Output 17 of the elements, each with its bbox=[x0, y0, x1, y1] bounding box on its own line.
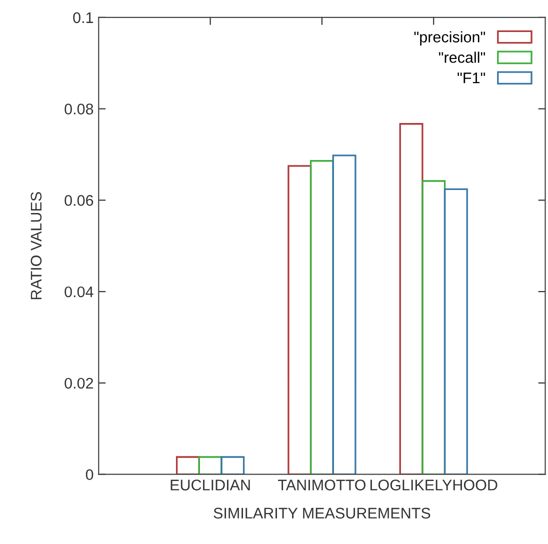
bar bbox=[332, 154, 356, 474]
y-tick-label: 0 bbox=[86, 469, 94, 480]
y-tick-label: 0.02 bbox=[64, 378, 94, 389]
x-tick-label: EUCLIDIAN bbox=[170, 480, 250, 490]
bar bbox=[220, 456, 245, 474]
bar bbox=[444, 188, 468, 474]
legend-label: "recall" bbox=[438, 52, 486, 63]
legend-label: "F1" bbox=[458, 72, 486, 84]
y-tick-label: 0.04 bbox=[64, 286, 94, 298]
y-axis-title: RATIO VALUES bbox=[30, 192, 42, 300]
y-tick-label: 0.06 bbox=[64, 195, 94, 206]
x-tick-label: LOGLIKELYHOOD bbox=[370, 480, 498, 490]
x-axis-title: SIMILARITY MEASUREMENTS bbox=[214, 508, 430, 519]
y-tick-label: 0.1 bbox=[73, 12, 94, 24]
x-tick-label: TANIMOTTO bbox=[278, 480, 366, 490]
legend-label: "precision" bbox=[414, 31, 486, 46]
y-tick-label: 0.08 bbox=[64, 104, 94, 114]
